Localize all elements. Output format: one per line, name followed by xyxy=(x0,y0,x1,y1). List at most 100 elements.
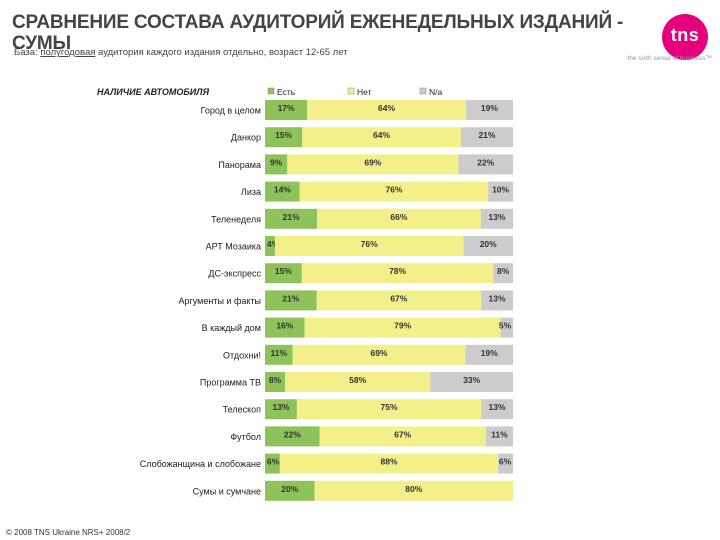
bar-segment-no xyxy=(307,100,466,120)
data-label: 5% xyxy=(499,321,512,331)
data-label: 13% xyxy=(489,402,506,412)
data-label: 21% xyxy=(283,212,300,222)
category-label: Телескоп xyxy=(223,405,261,415)
bar-segment-na xyxy=(463,236,513,256)
page-title: СРАВНЕНИЕ СОСТАВА АУДИТОРИЙ ЕЖЕНЕДЕЛЬНЫХ… xyxy=(12,12,624,54)
data-label: 15% xyxy=(275,266,292,276)
bar-segment-yes xyxy=(265,372,286,392)
data-label: 14% xyxy=(274,185,291,195)
data-label: 20% xyxy=(281,484,298,494)
data-label: 76% xyxy=(385,185,402,195)
data-label: 58% xyxy=(349,375,366,385)
base-prefix: База: xyxy=(14,47,38,58)
data-label: 80% xyxy=(405,484,422,494)
data-label: 67% xyxy=(394,429,411,439)
bar-segment-na xyxy=(480,208,513,229)
bar-segment-yes xyxy=(265,127,303,148)
bar-segment-no xyxy=(314,480,513,501)
data-label: 19% xyxy=(481,348,498,358)
legend-label-3: N/a xyxy=(429,87,443,97)
data-label: 4% xyxy=(267,239,280,249)
data-label: 6% xyxy=(267,457,280,467)
bar-segment-no xyxy=(302,127,461,148)
data-label: 69% xyxy=(370,348,387,358)
category-label: В каждый дом xyxy=(202,323,261,333)
data-label: 79% xyxy=(394,321,411,331)
bar-segment-na xyxy=(465,100,513,120)
bar-segment-na xyxy=(485,426,513,447)
category-label: Сумы и сумчане xyxy=(193,486,261,496)
data-label: 17% xyxy=(278,103,295,113)
bar-segment-na xyxy=(465,344,513,365)
data-label: 11% xyxy=(271,348,288,358)
category-label: Данкор xyxy=(231,133,261,143)
data-label: 9% xyxy=(270,157,283,167)
base-note: База: полугодовая аудитория каждого изда… xyxy=(14,47,348,58)
data-label: 64% xyxy=(373,130,390,140)
bar-segment-no xyxy=(316,290,482,311)
legend-swatch-2 xyxy=(347,87,355,95)
category-label: Отдохни! xyxy=(223,350,261,360)
bar-segment-no xyxy=(285,372,431,392)
category-label: Теленеделя xyxy=(211,214,261,224)
bar-segment-yes xyxy=(265,399,297,420)
bar-segment-yes xyxy=(265,236,275,256)
bar-segment-yes xyxy=(265,317,305,338)
bar-segment-no xyxy=(296,399,482,420)
data-label: 76% xyxy=(361,239,378,249)
data-label: 16% xyxy=(276,321,293,331)
data-label: 10% xyxy=(492,185,509,195)
bar-segment-yes xyxy=(265,154,288,175)
data-label: 33% xyxy=(463,375,480,385)
data-label: 67% xyxy=(390,293,407,303)
legend-swatch-3 xyxy=(419,87,427,95)
data-label: 19% xyxy=(481,103,498,113)
bar-segment-yes xyxy=(265,208,318,229)
bar-segment-yes xyxy=(265,480,315,501)
data-label: 22% xyxy=(284,429,301,439)
data-label: 8% xyxy=(269,375,282,385)
data-label: 21% xyxy=(282,293,299,303)
bar-segment-no xyxy=(304,317,501,338)
category-label: Панорама xyxy=(218,160,261,170)
bar-segment-yes xyxy=(265,100,308,120)
category-label: АРТ Мозаика xyxy=(206,242,261,252)
data-label: 13% xyxy=(489,293,506,303)
data-label: 22% xyxy=(477,157,494,167)
data-label: 75% xyxy=(380,402,397,412)
bar-segment-na xyxy=(458,154,513,175)
data-label: 66% xyxy=(390,212,407,222)
base-underlined: полугодовая xyxy=(40,47,96,58)
bar-segment-na xyxy=(493,263,513,284)
legend-label-2: Нет xyxy=(357,87,372,97)
category-label: Город в целом xyxy=(201,106,261,116)
legend-label-1: Есть xyxy=(277,87,296,97)
bar-segment-na xyxy=(498,453,513,474)
data-label: 88% xyxy=(380,457,397,467)
chart-title: НАЛИЧИЕ АВТОМОБИЛЯ xyxy=(97,87,209,97)
logo-text: tns xyxy=(670,25,700,45)
bar-segment-na xyxy=(430,372,513,392)
category-label: Лиза xyxy=(241,187,261,197)
bar-segment-na xyxy=(460,127,513,148)
bar-segment-na xyxy=(481,399,513,420)
bar-segment-yes xyxy=(265,181,300,202)
data-label: 64% xyxy=(378,103,395,113)
bar-segment-no xyxy=(292,344,466,365)
data-label: 21% xyxy=(478,130,495,140)
data-label: 6% xyxy=(499,457,512,467)
base-rest: аудитория каждого издания отдельно, возр… xyxy=(98,47,348,58)
logo-tagline: the sixth sense of business™ xyxy=(627,55,712,62)
data-label: 15% xyxy=(275,130,292,140)
bar-segment-no xyxy=(317,208,481,229)
category-label: Программа ТВ xyxy=(200,378,261,388)
bar-segment-yes xyxy=(265,344,293,365)
bar-segment-no xyxy=(274,236,464,256)
bar-segment-no xyxy=(287,154,459,175)
data-label: 8% xyxy=(497,266,510,276)
data-label: 78% xyxy=(389,266,406,276)
category-label: Слобожанщина и слобожане xyxy=(140,459,261,469)
data-label: 11% xyxy=(491,429,508,439)
bar-segment-na xyxy=(488,181,513,202)
